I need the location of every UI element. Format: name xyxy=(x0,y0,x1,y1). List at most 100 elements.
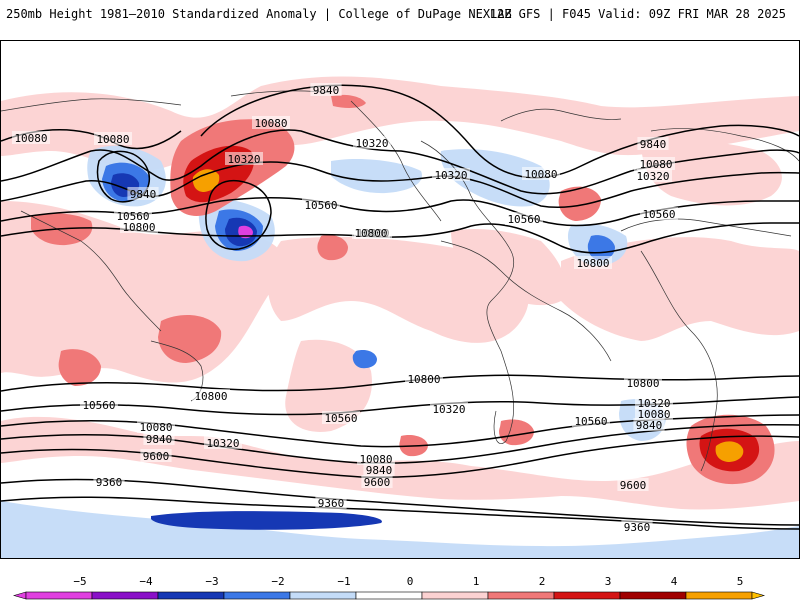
contour-label: 9360 xyxy=(96,476,123,489)
contour-label: 9840 xyxy=(640,138,667,151)
contour-label: 9600 xyxy=(620,479,647,492)
contour-label: 10080 xyxy=(14,132,47,145)
contour-label-background xyxy=(640,207,678,220)
contour-label-background xyxy=(361,475,393,488)
contour-label-background xyxy=(522,167,560,180)
contour-label-background xyxy=(192,389,230,402)
contour-label-background xyxy=(624,376,662,389)
contour-label: 10320 xyxy=(637,397,670,410)
contour-label: 10080 xyxy=(359,453,392,466)
contour-label-background xyxy=(225,152,263,165)
colorbar-tick-label: −2 xyxy=(271,575,284,588)
contour-label: 10560 xyxy=(304,199,337,212)
anomaly-map: 9840100801008010320100809840105601080010… xyxy=(0,40,800,559)
colorbar-tick-label: 4 xyxy=(671,575,678,588)
contour-label-background xyxy=(363,463,395,476)
contour-label-background xyxy=(572,414,610,427)
contour-label: 10080 xyxy=(524,168,557,181)
colorbar-tick-label: −1 xyxy=(337,575,350,588)
contour-label: 10560 xyxy=(82,399,115,412)
colorbar-tick-label: 0 xyxy=(407,575,414,588)
colorbar-segment-pos3 xyxy=(619,591,687,600)
colorbar-segment-neg4 xyxy=(91,591,159,600)
contour-label: 10320 xyxy=(206,437,239,450)
anomaly-colorbar: −5 −4 −3 −2 −1 0 1 2 3 4 5 xyxy=(0,570,800,600)
contour-label-background xyxy=(315,496,347,509)
contour-label: 9840 xyxy=(366,464,393,477)
contour-label-background xyxy=(505,212,543,225)
contour-label: 10800 xyxy=(194,390,227,403)
contour-label: 10320 xyxy=(355,137,388,150)
contour-label-background xyxy=(430,402,468,415)
contour-label: 10560 xyxy=(324,412,357,425)
contour-label: 9360 xyxy=(624,521,651,534)
contour-label: 10560 xyxy=(574,415,607,428)
contour-label-background xyxy=(633,418,665,431)
contour-label-background xyxy=(635,396,673,409)
contour-label-background xyxy=(204,436,242,449)
contour-label-background xyxy=(127,187,159,200)
contour-label-background xyxy=(93,475,125,488)
contour-label-background xyxy=(310,83,342,96)
contour-label: 10800 xyxy=(626,377,659,390)
positive-anomaly-extreme-shading xyxy=(192,169,744,462)
contour-label: 10080 xyxy=(139,421,172,434)
contour-label: 9840 xyxy=(636,419,663,432)
contour-label: 9600 xyxy=(364,476,391,489)
contour-label-background xyxy=(357,452,395,465)
contour-label-background xyxy=(574,256,612,269)
contour-label: 10800 xyxy=(122,221,155,234)
contour-label-background xyxy=(621,520,653,533)
contour-label-background xyxy=(635,407,673,420)
contour-label-background xyxy=(352,226,390,239)
colorbar-tick-label: 1 xyxy=(473,575,480,588)
contour-label: 10560 xyxy=(116,210,149,223)
contour-label: 10080 xyxy=(639,158,672,171)
colorbar-tick-label: 3 xyxy=(605,575,612,588)
contour-label-background xyxy=(353,136,391,149)
contour-label-background xyxy=(80,398,118,411)
contour-label-background xyxy=(252,116,290,129)
contour-label: 10320 xyxy=(636,170,669,183)
contour-label: 10320 xyxy=(227,153,260,166)
colorbar-tick-label: −4 xyxy=(139,575,153,588)
contour-label-background xyxy=(432,168,470,181)
contour-label: 10800 xyxy=(407,373,440,386)
colorbar-min-arrow xyxy=(12,591,27,600)
contour-label: 10560 xyxy=(507,213,540,226)
contour-label: 10080 xyxy=(96,133,129,146)
contour-label-background xyxy=(302,198,340,211)
colorbar-segment-neg3 xyxy=(157,591,225,600)
colorbar-segment-zero-low xyxy=(355,591,423,600)
contour-label: 10560 xyxy=(642,208,675,221)
contour-label: 9600 xyxy=(143,450,170,463)
contour-label: 10080 xyxy=(254,117,287,130)
contour-label-background xyxy=(322,411,360,424)
contour-label: 10320 xyxy=(432,403,465,416)
contour-label: 10080 xyxy=(637,408,670,421)
contour-label: 10800 xyxy=(354,227,387,240)
contour-label-background xyxy=(120,220,158,233)
contour-label-background xyxy=(94,132,132,145)
colorbar-segment-pos4 xyxy=(685,591,753,600)
contour-label-background xyxy=(637,137,669,150)
colorbar-segment-neg5 xyxy=(25,591,93,600)
model-run-info: 12Z GFS | F045 Valid: 09Z FRI MAR 28 202… xyxy=(489,7,786,21)
contour-label-background xyxy=(405,372,443,385)
contour-label-background xyxy=(12,131,50,144)
contour-label: 9840 xyxy=(313,84,340,97)
contour-label-background xyxy=(140,449,172,462)
colorbar-tick-label: 2 xyxy=(539,575,546,588)
contour-label: 9360 xyxy=(318,497,345,510)
contour-label: 9840 xyxy=(146,433,173,446)
colorbar-segment-zero-high xyxy=(421,591,489,600)
colorbar-segment-neg2 xyxy=(223,591,291,600)
colorbar-ticks: −5 −4 −3 −2 −1 0 1 2 3 4 5 xyxy=(73,575,743,588)
contour-label-group: 9840100801008010320100809840105601080010… xyxy=(12,83,678,534)
contour-label-background xyxy=(634,169,672,182)
negative-anomaly-extreme-shading xyxy=(238,225,253,239)
colorbar-segment-pos2 xyxy=(553,591,621,600)
contour-label: 9840 xyxy=(130,188,157,201)
colorbar-segment-neg1 xyxy=(289,591,357,600)
header: 250mb Height 1981–2010 Standardized Anom… xyxy=(0,0,800,30)
